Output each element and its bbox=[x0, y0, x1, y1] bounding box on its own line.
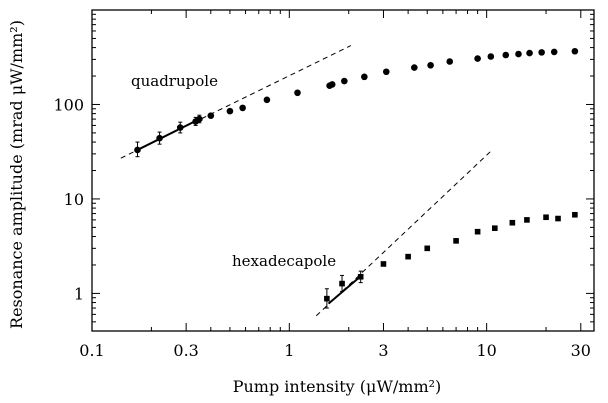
quadrupole-data-point bbox=[341, 77, 348, 85]
hexadecapole-data-point bbox=[492, 225, 498, 232]
hexadecapole-data-point bbox=[339, 280, 345, 287]
x-tick-label: 0.3 bbox=[173, 341, 198, 360]
hexadecapole-solid-fit-line bbox=[327, 273, 364, 305]
tick-labels: 0.1 0.3 1 3 10 30 1 10 100 bbox=[53, 95, 591, 360]
quadrupole-data-point bbox=[239, 104, 246, 112]
hexadecapole-data-point bbox=[424, 245, 431, 252]
quadrupole-data-point bbox=[263, 96, 271, 104]
quadrupole-data-point bbox=[526, 49, 533, 57]
quadrupole-data-point bbox=[411, 64, 418, 71]
quadrupole-data-point bbox=[515, 50, 522, 58]
data-markers bbox=[134, 47, 579, 302]
quadrupole-data-point bbox=[474, 55, 481, 62]
quadrupole-data-point bbox=[538, 49, 545, 56]
y-tick-label: 10 bbox=[64, 190, 84, 209]
hexadecapole-data-point bbox=[524, 217, 530, 223]
x-tick-label: 30 bbox=[571, 341, 591, 360]
hexadecapole-data-point bbox=[572, 211, 578, 218]
hexadecapole-data-point bbox=[405, 253, 411, 260]
quadrupole-data-point bbox=[294, 89, 301, 97]
quadrupole-data-point bbox=[156, 134, 163, 142]
hexadecapole-data-point bbox=[357, 273, 364, 280]
quadrupole-solid-fit-line bbox=[137, 118, 200, 151]
x-tick-label: 10 bbox=[476, 341, 496, 360]
quadrupole-data-point bbox=[550, 48, 558, 56]
x-tick-label: 0.1 bbox=[79, 341, 104, 360]
quadrupole-data-point bbox=[176, 124, 184, 131]
quadrupole-data-point bbox=[196, 115, 203, 123]
quadrupole-data-point bbox=[134, 146, 141, 154]
axis-ticks bbox=[91, 10, 594, 332]
quadrupole-data-point bbox=[427, 61, 434, 69]
x-tick-label: 1 bbox=[284, 341, 294, 360]
hexadecapole-label: hexadecapole bbox=[232, 252, 336, 270]
hexadecapole-data-point bbox=[543, 214, 549, 221]
quadrupole-data-point bbox=[502, 51, 510, 59]
quadrupole-data-point bbox=[382, 68, 390, 76]
x-axis-title: Pump intensity (μW/mm²) bbox=[233, 377, 442, 396]
hexadecapole-data-point bbox=[453, 238, 459, 244]
quadrupole-data-point bbox=[361, 73, 368, 81]
x-tick-label: 3 bbox=[378, 341, 388, 360]
series-labels: quadrupole hexadecapole bbox=[131, 72, 336, 270]
quadrupole-data-point bbox=[487, 53, 495, 60]
quadrupole-data-point bbox=[571, 47, 579, 55]
hexadecapole-data-point bbox=[324, 295, 330, 302]
hexadecapole-data-point bbox=[509, 219, 516, 226]
hexadecapole-data-point bbox=[380, 261, 387, 267]
hexadecapole-data-point bbox=[474, 228, 481, 235]
quadrupole-data-point bbox=[328, 81, 336, 88]
y-tick-label: 1 bbox=[74, 284, 84, 303]
fit-lines bbox=[120, 45, 492, 317]
quadrupole-dashed-fit-line bbox=[120, 45, 352, 159]
y-tick-label: 100 bbox=[53, 95, 84, 114]
y-axis-title: Resonance amplitude (mrad μW/mm²) bbox=[7, 20, 26, 329]
quadrupole-data-point bbox=[226, 107, 234, 115]
axis-titles: Pump intensity (μW/mm²) Resonance amplit… bbox=[7, 20, 441, 396]
quadrupole-label: quadrupole bbox=[131, 72, 218, 90]
quadrupole-data-point bbox=[446, 58, 454, 65]
hexadecapole-data-point bbox=[555, 215, 561, 222]
quadrupole-data-point bbox=[207, 112, 215, 120]
error-bars bbox=[135, 114, 363, 309]
